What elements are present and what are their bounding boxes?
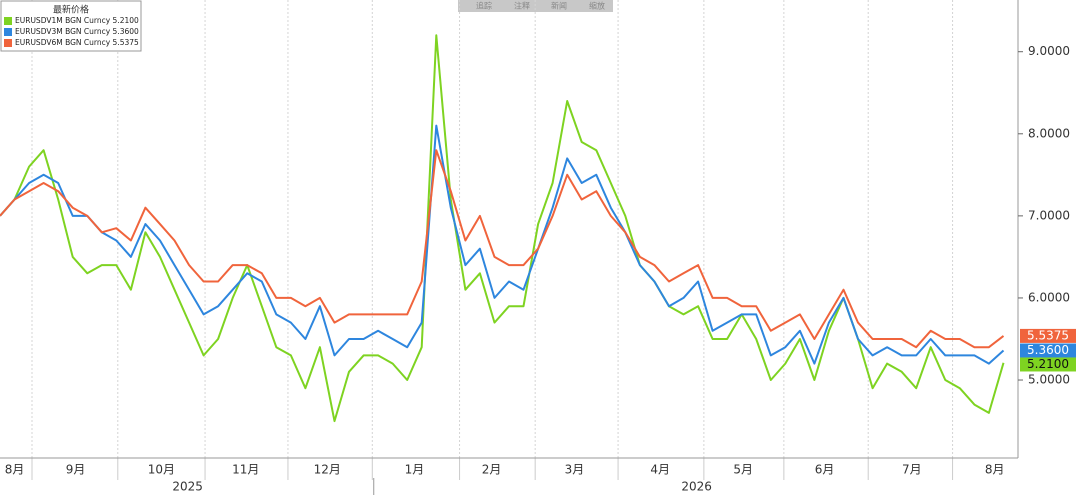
x-tick-label: 1月 [405, 463, 425, 477]
x-tick-label: 2月 [482, 463, 502, 477]
value-tag [1020, 343, 1076, 358]
toolbar-button[interactable]: 注释 [514, 1, 530, 11]
x-tick-label: 9月 [66, 463, 86, 477]
toolbar-button[interactable]: 追踪 [476, 1, 492, 11]
series-line [0, 149, 1005, 349]
y-tick-label: 9.0000 [1028, 44, 1070, 58]
toolbar-button[interactable]: 缩放 [589, 1, 605, 11]
x-tick-label: 7月 [902, 463, 922, 477]
year-label: 2025 [172, 480, 203, 494]
toolbar-button[interactable]: 新闻 [551, 1, 567, 11]
legend-label: EURUSDV6M BGN Curncy 5.5375 [15, 38, 139, 47]
value-tag-label: 5.3600 [1027, 343, 1069, 357]
x-tick-label: 11月 [232, 463, 259, 477]
y-tick-label: 6.0000 [1028, 290, 1070, 304]
x-tick-label: 6月 [815, 463, 835, 477]
x-tick-label: 8月 [985, 463, 1005, 477]
legend-swatch [4, 28, 12, 36]
x-tick-label: 4月 [650, 463, 670, 477]
legend-swatch [4, 17, 12, 25]
y-tick-label: 7.0000 [1028, 208, 1070, 222]
value-tag-label: 5.5375 [1027, 328, 1069, 342]
series-line [0, 124, 1005, 365]
x-tick-label: 3月 [565, 463, 585, 477]
value-tag-label: 5.2100 [1027, 357, 1069, 371]
value-tag [1020, 328, 1076, 343]
legend-box [0, 0, 142, 52]
y-tick-label: 8.0000 [1028, 126, 1070, 140]
series-line [0, 34, 1005, 423]
x-tick-label: 5月 [733, 463, 753, 477]
legend-label: EURUSDV3M BGN Curncy 5.3600 [15, 27, 139, 36]
legend-swatch [4, 39, 12, 47]
x-tick-label: 8月 [5, 463, 25, 477]
year-label: 2026 [681, 480, 712, 494]
legend-label: EURUSDV1M BGN Curncy 5.2100 [15, 16, 139, 25]
x-tick-label: 12月 [314, 463, 341, 477]
value-tag [1020, 357, 1076, 372]
x-tick-label: 10月 [148, 463, 175, 477]
legend-title: 最新价格 [53, 4, 89, 16]
y-tick-label: 5.0000 [1028, 373, 1070, 387]
